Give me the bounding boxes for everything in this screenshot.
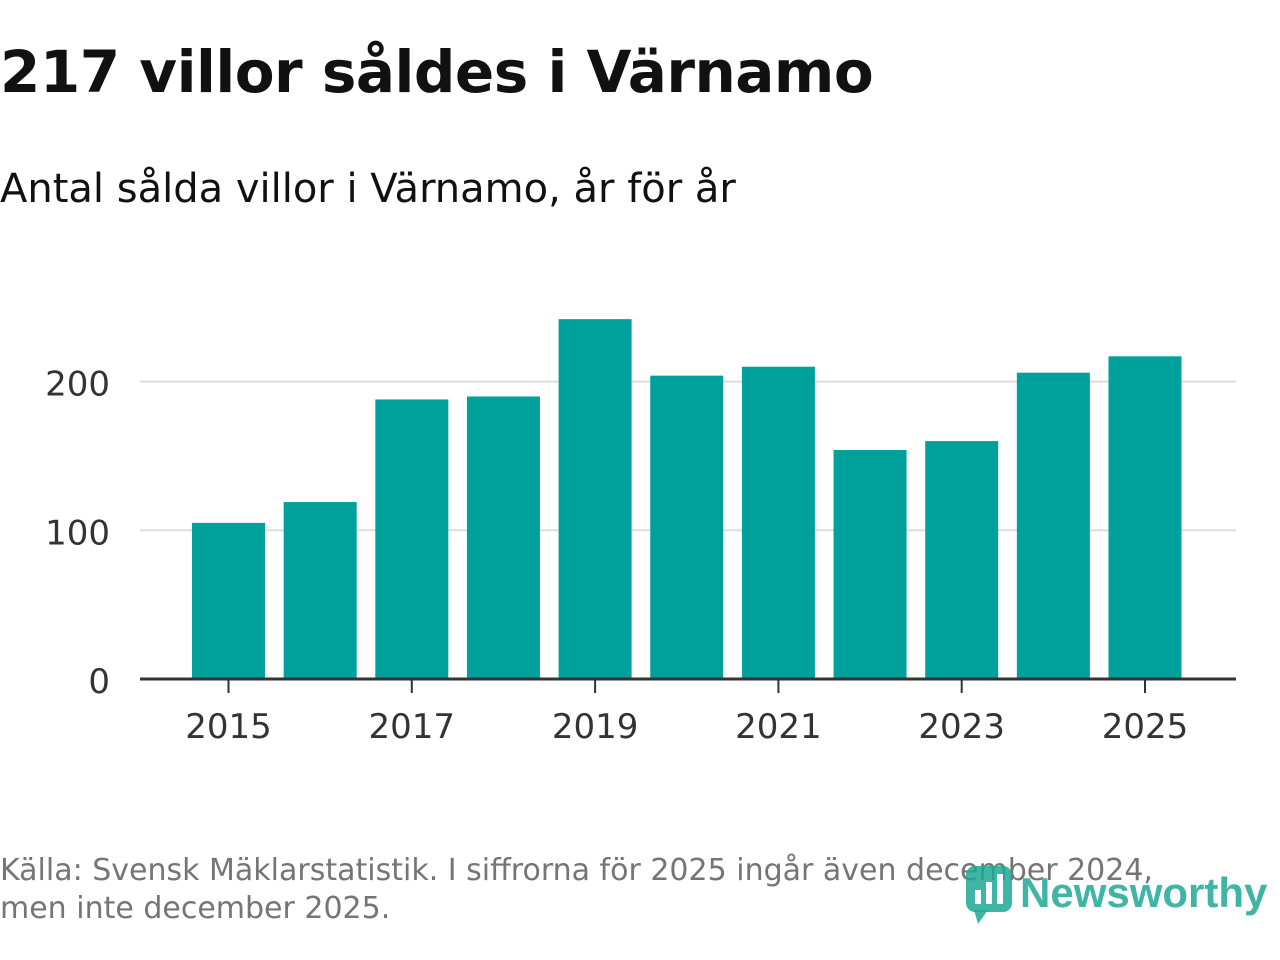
bar-2018: [466, 396, 540, 679]
bar-2020: [650, 375, 724, 679]
bar-2025: [1108, 356, 1182, 679]
x-tick-label: 2023: [918, 707, 1005, 747]
x-tick-label: 2021: [735, 707, 822, 747]
x-tick-label: 2017: [369, 707, 456, 747]
bar-2024: [1016, 372, 1090, 679]
bar-2019: [558, 319, 632, 679]
bar-2017: [375, 399, 449, 679]
chart-subtitle: Antal sålda villor i Värnamo, år för år: [0, 166, 736, 212]
logo-text: Newsworthy: [1020, 869, 1268, 916]
bar-2022: [833, 450, 907, 679]
bar-2016: [283, 502, 357, 679]
bar-2015: [192, 522, 265, 679]
bar-2023: [925, 441, 999, 679]
chat-bubble-chart-icon: [966, 866, 1012, 924]
y-tick-label: 100: [45, 513, 110, 553]
y-tick-label: 0: [88, 662, 110, 702]
chart-title: 217 villor såldes i Värnamo: [0, 38, 874, 106]
x-tick-label: 2019: [552, 707, 639, 747]
source-note: Källa: Svensk Mäklarstatistik. I siffror…: [0, 853, 1153, 926]
y-tick-label: 200: [45, 365, 110, 405]
newsworthy-logo: Newsworthy: [964, 858, 1267, 928]
bar-2021: [741, 366, 815, 679]
x-tick-label: 2025: [1102, 707, 1189, 747]
x-tick-label: 2015: [185, 707, 272, 747]
